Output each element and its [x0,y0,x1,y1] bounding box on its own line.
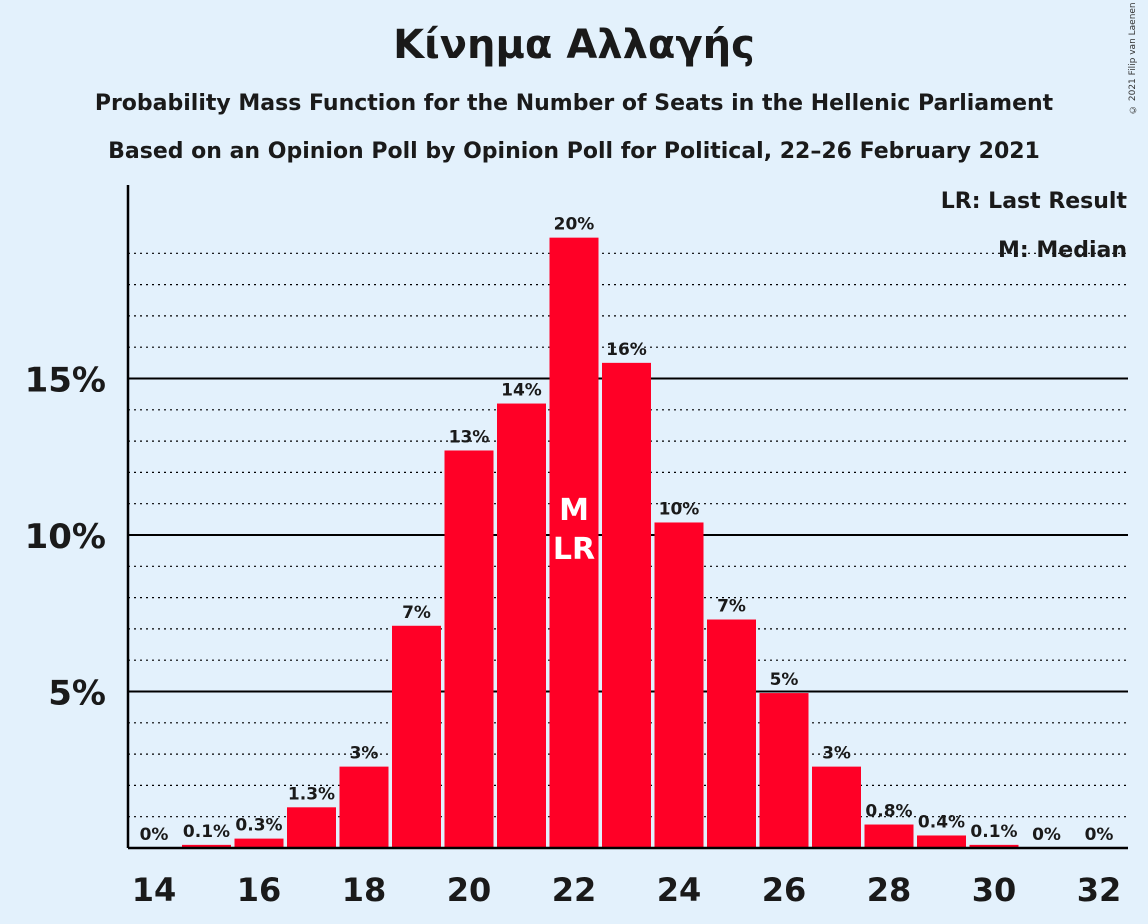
bar-value-label: 3% [822,744,851,764]
bar-value-label: 16% [606,340,647,360]
x-tick-label: 32 [1077,871,1122,909]
bar [654,522,704,848]
y-tick-label: 5% [48,674,106,714]
bar [339,766,389,848]
bar [549,237,599,848]
bar-value-label: 0.4% [918,812,965,832]
y-tick-label: 10% [25,517,106,557]
x-tick-label: 30 [972,871,1017,909]
bar-value-label: 20% [554,215,595,235]
bar-value-label: 13% [449,427,490,447]
bar-value-label: 14% [501,381,542,401]
legend-median: M: Median [998,238,1127,263]
median-marker: M [559,493,589,528]
bar [392,625,441,848]
x-tick-label: 22 [552,871,597,909]
bar-value-label: 0.3% [235,816,282,836]
legend-last-result: LR: Last Result [941,189,1128,214]
chart-subtitle: Probability Mass Function for the Number… [94,91,1054,116]
bar-value-label: 1.3% [288,784,335,804]
bar-value-label: 5% [770,670,799,690]
bar [497,403,546,848]
x-tick-label: 14 [132,871,177,909]
bar-value-label: 0.8% [865,802,912,822]
bar [182,844,231,848]
bar-value-label: 0% [1085,825,1114,845]
x-tick-label: 24 [657,871,702,909]
x-tick-label: 28 [867,871,912,909]
y-tick-label: 15% [25,361,106,401]
bar [287,807,336,848]
last-result-marker: LR [553,532,595,567]
bar-value-label: 10% [659,499,700,519]
chart-title: Κίνημα Αλλαγής [393,22,755,68]
bar [759,693,809,848]
bar-value-label: 0.1% [183,822,230,842]
x-tick-label: 16 [237,871,282,909]
bar-value-label: 7% [717,597,746,617]
bar [602,362,651,848]
x-tick-label: 18 [342,871,387,909]
bar [234,838,284,848]
bar [969,844,1019,848]
bar [707,619,756,848]
bar [812,766,861,848]
bar [917,835,966,848]
bar-value-label: 7% [402,603,431,623]
bar-value-label: 0% [1032,825,1061,845]
x-tick-label: 26 [762,871,807,909]
x-tick-label: 20 [447,871,492,909]
bar [444,450,494,848]
bar-value-label: 0% [140,825,169,845]
bar-value-label: 0.1% [970,822,1017,842]
chart-subtitle-poll: Based on an Opinion Poll by Opinion Poll… [108,139,1040,164]
bar [864,824,914,848]
bar-value-label: 3% [350,744,379,764]
